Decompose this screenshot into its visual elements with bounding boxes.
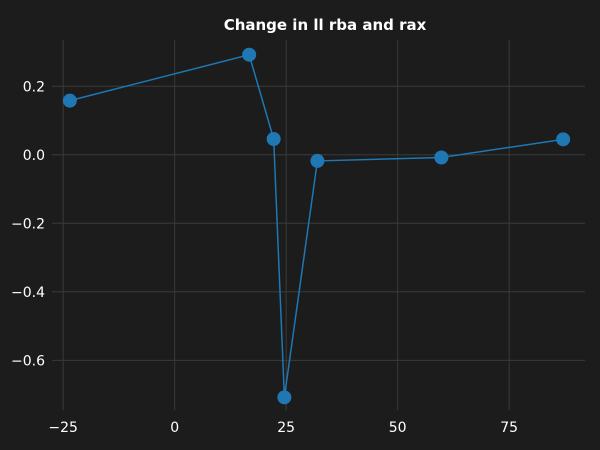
x-tick-label: 0: [170, 420, 179, 436]
grid: [52, 40, 585, 410]
y-tick-label: 0.0: [23, 148, 45, 164]
data-point: [242, 47, 257, 62]
data-point: [434, 150, 449, 165]
y-tick-label: −0.2: [11, 216, 45, 232]
x-tick-label: 75: [500, 420, 518, 436]
y-tick-labels: 0.2 0.0 −0.2 −0.4 −0.6: [11, 79, 45, 369]
y-tick-label: −0.6: [11, 353, 45, 369]
chart-title: Change in ll rba and rax: [224, 16, 427, 34]
x-tick-label: 25: [277, 420, 295, 436]
data-point: [556, 132, 571, 147]
x-tick-label: 50: [389, 420, 407, 436]
y-tick-label: −0.4: [11, 285, 45, 301]
data-point: [62, 93, 77, 108]
x-tick-labels: −25 0 25 50 75: [48, 420, 518, 436]
x-tick-label: −25: [48, 420, 78, 436]
data-point: [266, 132, 281, 147]
data-point: [277, 390, 292, 405]
y-tick-label: 0.2: [23, 79, 45, 95]
data-point: [310, 153, 325, 168]
series: [62, 47, 571, 405]
